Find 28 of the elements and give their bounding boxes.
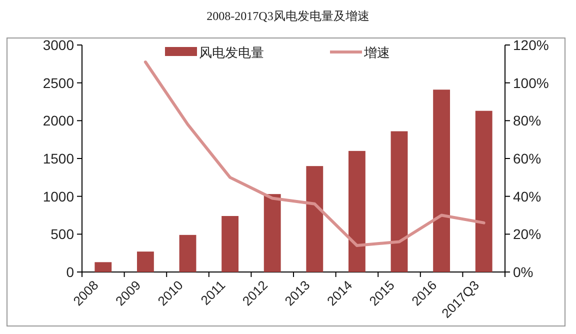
- y2-tick-label: 40%: [513, 188, 542, 204]
- y-tick-label: 0: [66, 264, 74, 280]
- y2-tick-label: 80%: [513, 112, 542, 129]
- y-tick-label: 1500: [42, 150, 74, 166]
- bar: [264, 194, 281, 272]
- bar: [179, 234, 196, 272]
- bar: [348, 150, 366, 272]
- y-tick-label: 2500: [42, 74, 74, 91]
- legend-label: 增速: [363, 45, 390, 60]
- y2-tick-label: 100%: [513, 74, 549, 91]
- bar: [390, 131, 408, 272]
- bar: [94, 262, 112, 272]
- bar: [475, 110, 492, 272]
- y2-tick-label: 120%: [513, 37, 549, 53]
- y-tick-label: 1000: [42, 188, 74, 204]
- y2-tick-label: 60%: [513, 150, 542, 166]
- y2-tick-label: 20%: [513, 226, 542, 242]
- bar: [136, 252, 154, 272]
- legend-label: 风电发电量: [199, 45, 264, 60]
- y-tick-label: 2000: [42, 112, 74, 129]
- line-series: [144, 60, 486, 248]
- y-tick-label: 500: [50, 226, 74, 242]
- bar: [433, 90, 450, 272]
- y-tick-label: 3000: [42, 37, 74, 53]
- chart-title: 2008-2017Q3风电发电量及增速: [206, 9, 370, 23]
- bar: [222, 216, 239, 272]
- y2-tick-label: 0%: [513, 264, 534, 280]
- bar: [306, 166, 324, 272]
